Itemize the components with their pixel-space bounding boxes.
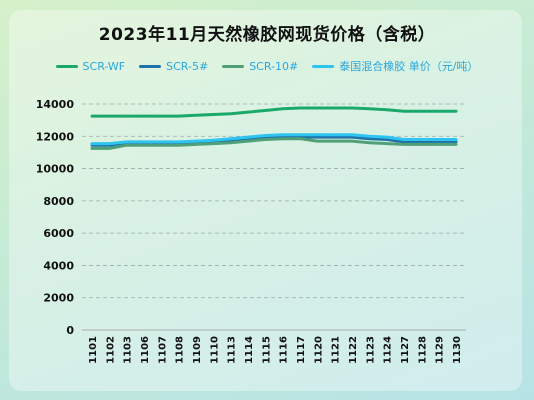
x-tick-label: 1110 [209,336,220,364]
legend-label: SCR-WF [82,59,126,73]
x-tick-label: 1120 [313,336,324,364]
legend-label: SCR-5# [166,59,209,73]
x-tick-label: 1129 [435,336,446,364]
legend-item: SCR-WF [55,58,126,74]
x-tick-label: 1114 [244,336,255,364]
y-tick-label: 8000 [43,195,74,208]
x-tick-label: 1109 [192,336,203,364]
legend-label: SCR-10# [249,59,299,73]
x-tick-label: 1108 [175,336,186,364]
x-tick-label: 1123 [365,336,376,364]
legend-swatch [139,64,162,68]
series-line-0 [90,106,458,118]
x-tick-label: 1124 [383,336,394,364]
legend-item: SCR-5# [139,58,208,74]
x-tick-label: 1102 [105,336,116,364]
legend-swatch [55,64,78,68]
y-tick-label: 10000 [36,163,75,176]
y-tick-label: 14000 [36,98,75,111]
x-tick-label: 1113 [227,336,238,364]
legend-label: 泰国混合橡胶 单价（元/吨） [339,60,479,73]
x-tick-label: 1106 [140,336,151,364]
x-tick-label: 1103 [123,336,134,364]
y-tick-label: 4000 [43,259,74,272]
x-tick-label: 1107 [157,336,168,364]
chart-title: 2023年11月天然橡胶网现货价格（含税） [98,25,436,45]
y-tick-label: 12000 [36,130,75,143]
y-tick-label: 6000 [43,227,74,240]
x-tick-label: 1127 [400,336,411,364]
x-tick-label: 1116 [279,336,290,364]
y-tick-label: 2000 [43,292,74,305]
legend-swatch [222,64,245,68]
x-tick-label: 1121 [331,336,342,364]
chart-legend: SCR-WF SCR-5# SCR-10# 泰国混合橡胶 单价（元/吨） [0,58,534,74]
x-tick-label: 1122 [348,336,359,364]
x-tick-label: 1101 [88,336,99,364]
legend-item: SCR-10# [222,58,298,74]
x-tick-label: 1115 [261,336,272,364]
legend-item: 泰国混合橡胶 单价（元/吨） [312,58,478,74]
x-tick-label: 1117 [296,336,307,364]
x-tick-label: 1128 [417,336,428,364]
series-line-3 [90,133,458,146]
y-tick-label: 0 [66,324,74,337]
series-line-1 [90,135,458,147]
legend-swatch [312,64,335,68]
x-tick-label: 1130 [452,336,463,364]
series-line-2 [90,137,458,150]
